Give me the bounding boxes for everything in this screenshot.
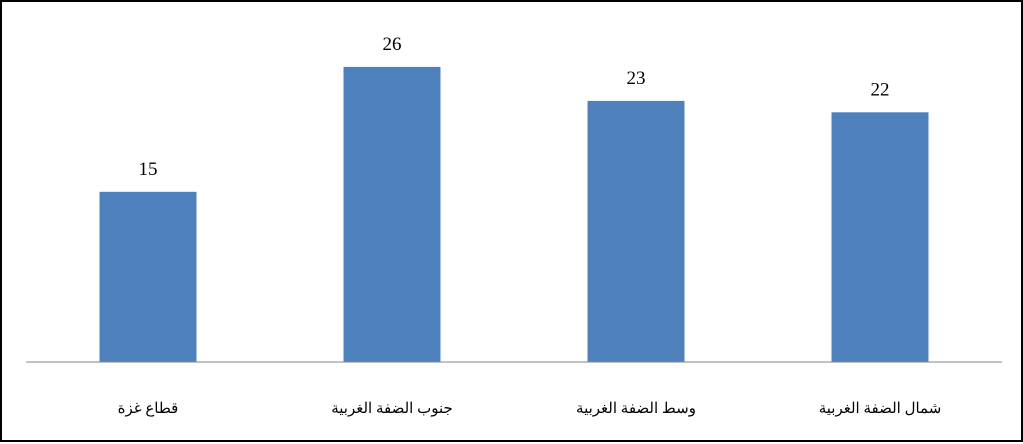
bars-group [99,66,929,363]
bar-2 [343,66,441,363]
category-label-1: قطاع غزة [118,401,179,417]
category-label-2: جنوب الضفة الغربية [331,401,453,417]
category-label-3: وسط الضفة الغربية [576,401,696,417]
bar-4 [831,112,929,362]
data-label-3: 23 [627,68,646,89]
data-labels-group: 15 26 23 22 [139,34,890,180]
data-label-2: 26 [383,34,402,55]
data-label-4: 22 [871,79,890,100]
bar-3 [587,100,685,363]
category-labels-group: قطاع غزة جنوب الضفة الغربية وسط الضفة الغر… [118,401,942,417]
category-label-4: شمال الضفة الغربية [819,401,942,417]
bar-1 [99,191,197,363]
data-label-1: 15 [139,159,158,180]
